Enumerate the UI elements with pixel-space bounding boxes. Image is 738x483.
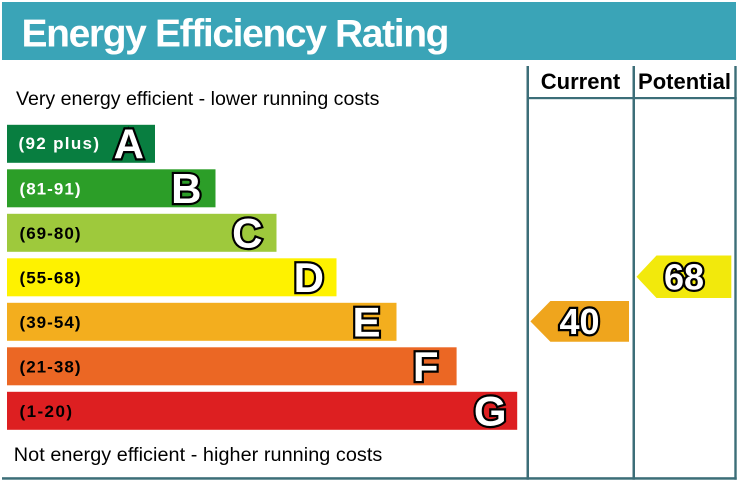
svg-text:Not energy efficient - higher: Not energy efficient - higher running co… [14, 444, 383, 466]
svg-text:Current: Current [541, 69, 621, 94]
svg-text:C: C [232, 210, 262, 257]
svg-text:Potential: Potential [638, 69, 731, 94]
svg-text:40: 40 [559, 301, 599, 342]
svg-text:E: E [352, 299, 380, 346]
svg-text:D: D [294, 254, 324, 301]
svg-text:G: G [474, 388, 507, 435]
svg-text:(69-80): (69-80) [20, 224, 81, 243]
svg-text:68: 68 [664, 257, 704, 298]
svg-text:F: F [413, 343, 439, 390]
svg-text:(21-38): (21-38) [20, 358, 81, 377]
svg-text:(1-20): (1-20) [20, 402, 73, 421]
svg-text:(81-91): (81-91) [20, 180, 81, 199]
svg-text:Very energy efficient - lower: Very energy efficient - lower running co… [16, 88, 380, 110]
svg-text:(39-54): (39-54) [20, 313, 81, 332]
svg-text:A: A [114, 121, 144, 168]
svg-text:(92 plus): (92 plus) [19, 134, 100, 153]
svg-text:(55-68): (55-68) [20, 269, 81, 288]
svg-text:B: B [171, 165, 201, 212]
svg-text:Energy Efficiency Rating: Energy Efficiency Rating [22, 13, 450, 56]
